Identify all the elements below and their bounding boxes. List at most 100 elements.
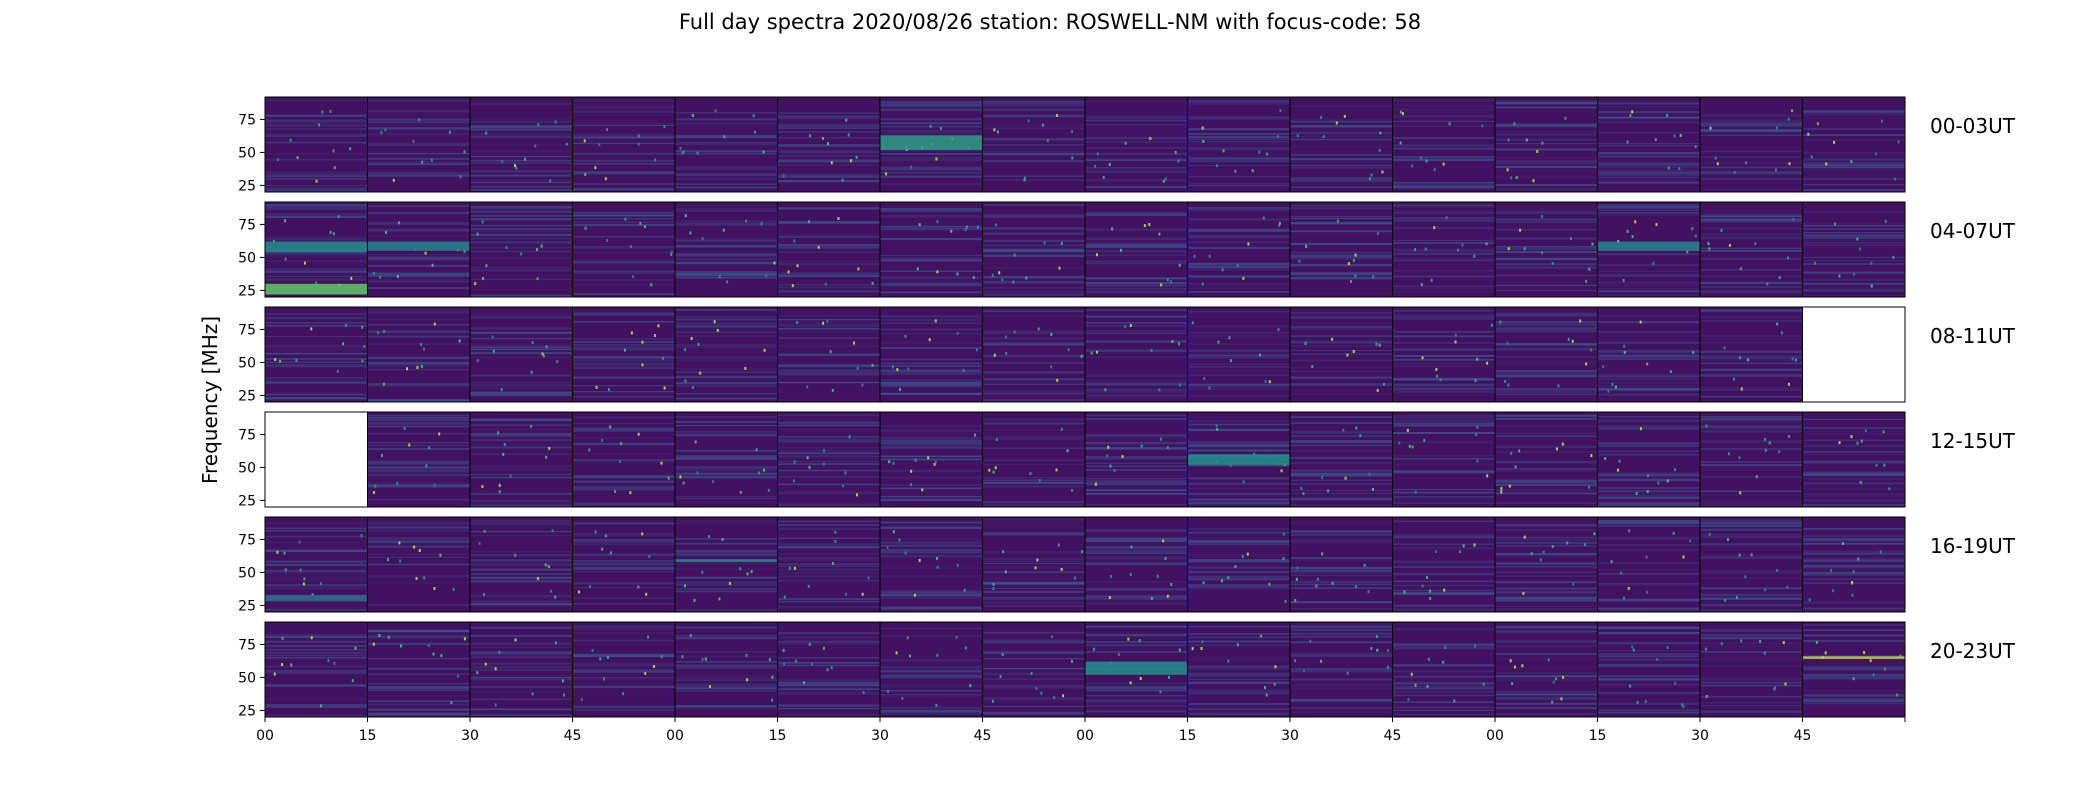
signal-speckle <box>956 563 959 567</box>
noise-line <box>1597 350 1700 352</box>
noise-line <box>367 686 470 689</box>
signal-speckle <box>936 270 939 274</box>
signal-speckle <box>726 280 729 284</box>
noise-line <box>1802 164 1905 167</box>
signal-speckle <box>327 659 330 663</box>
noise-line <box>1085 135 1188 137</box>
signal-speckle <box>1056 378 1059 382</box>
signal-speckle <box>1607 389 1610 393</box>
signal-speckle <box>1320 115 1323 119</box>
signal-speckle <box>821 136 824 140</box>
signal-speckle <box>753 130 756 134</box>
noise-line <box>982 378 1085 381</box>
noise-line <box>1290 608 1393 610</box>
noise-line <box>1392 125 1495 127</box>
noise-line <box>1495 707 1598 709</box>
noise-line <box>367 343 470 345</box>
noise-line <box>1597 355 1700 358</box>
noise-line <box>1392 675 1495 678</box>
signal-speckle <box>1571 339 1574 343</box>
noise-line <box>1085 250 1188 253</box>
signal-speckle <box>1253 452 1256 456</box>
spectrogram-background <box>470 202 573 297</box>
noise-line <box>777 528 880 530</box>
signal-speckle <box>1277 328 1280 332</box>
signal-speckle <box>1784 682 1787 686</box>
noise-line <box>777 159 880 161</box>
signal-speckle <box>1129 681 1132 685</box>
signal-speckle <box>1236 263 1239 267</box>
signal-speckle <box>588 585 591 589</box>
signal-speckle <box>861 383 864 387</box>
signal-speckle <box>1500 487 1503 491</box>
noise-line <box>1392 688 1495 690</box>
signal-speckle <box>991 273 994 277</box>
noise-line <box>1085 561 1188 564</box>
noise-line <box>1495 134 1598 136</box>
noise-line <box>470 519 573 522</box>
noise-line <box>1290 164 1393 166</box>
signal-speckle <box>1265 693 1268 697</box>
noise-line <box>1392 416 1495 419</box>
noise-line <box>1085 539 1188 543</box>
x-tick-label: 15 <box>1179 728 1197 744</box>
signal-speckle <box>1202 140 1205 144</box>
signal-speckle <box>1278 221 1281 225</box>
noise-line <box>982 566 1085 569</box>
noise-line <box>1187 388 1290 391</box>
noise-line <box>572 159 675 163</box>
noise-line <box>1085 115 1188 117</box>
noise-line <box>1085 380 1188 383</box>
noise-line <box>1700 341 1803 344</box>
noise-line <box>1495 313 1598 316</box>
signal-speckle <box>782 174 785 178</box>
noise-line <box>880 476 983 479</box>
noise-line <box>1700 609 1803 611</box>
noise-line <box>982 381 1085 383</box>
signal-speckle <box>1673 134 1676 138</box>
spectrogram-cell <box>1187 621 1291 718</box>
signal-speckle <box>1311 365 1314 369</box>
noise-line <box>470 230 573 232</box>
noise-line <box>1085 651 1188 653</box>
noise-line <box>367 329 470 332</box>
noise-line <box>1392 383 1495 387</box>
noise-line <box>1392 709 1495 712</box>
signal-speckle <box>782 648 785 652</box>
noise-line <box>265 651 368 655</box>
noise-line <box>982 667 1085 670</box>
noise-line <box>1392 365 1495 367</box>
noise-line <box>1597 649 1700 652</box>
noise-line <box>1187 588 1290 590</box>
noise-line <box>265 683 368 685</box>
signal-speckle <box>1513 122 1516 126</box>
signal-speckle <box>1241 555 1244 559</box>
noise-line <box>1700 335 1803 337</box>
signal-speckle <box>1454 333 1457 337</box>
noise-line <box>470 493 573 495</box>
noise-line <box>1495 157 1598 160</box>
spectrogram-background <box>265 307 368 402</box>
spectrogram-cell <box>1597 96 1701 193</box>
noise-line <box>1085 340 1188 343</box>
noise-line <box>265 364 368 366</box>
noise-line <box>675 335 778 338</box>
signal-speckle <box>1335 121 1338 125</box>
noise-line <box>1700 587 1803 590</box>
signal-speckle <box>1042 123 1045 127</box>
noise-line <box>470 149 573 153</box>
noise-line <box>1700 227 1803 230</box>
signal-speckle <box>562 693 565 697</box>
signal-speckle <box>681 151 684 155</box>
noise-line <box>1392 99 1495 102</box>
signal-speckle <box>315 281 318 285</box>
signal-speckle <box>716 328 719 332</box>
spectrogram-cell <box>1494 621 1598 718</box>
signal-speckle <box>360 534 363 538</box>
signal-speckle <box>1857 557 1860 561</box>
noise-line <box>1392 690 1495 693</box>
noise-line <box>1495 218 1598 221</box>
signal-speckle <box>336 369 339 373</box>
signal-speckle <box>683 584 686 588</box>
